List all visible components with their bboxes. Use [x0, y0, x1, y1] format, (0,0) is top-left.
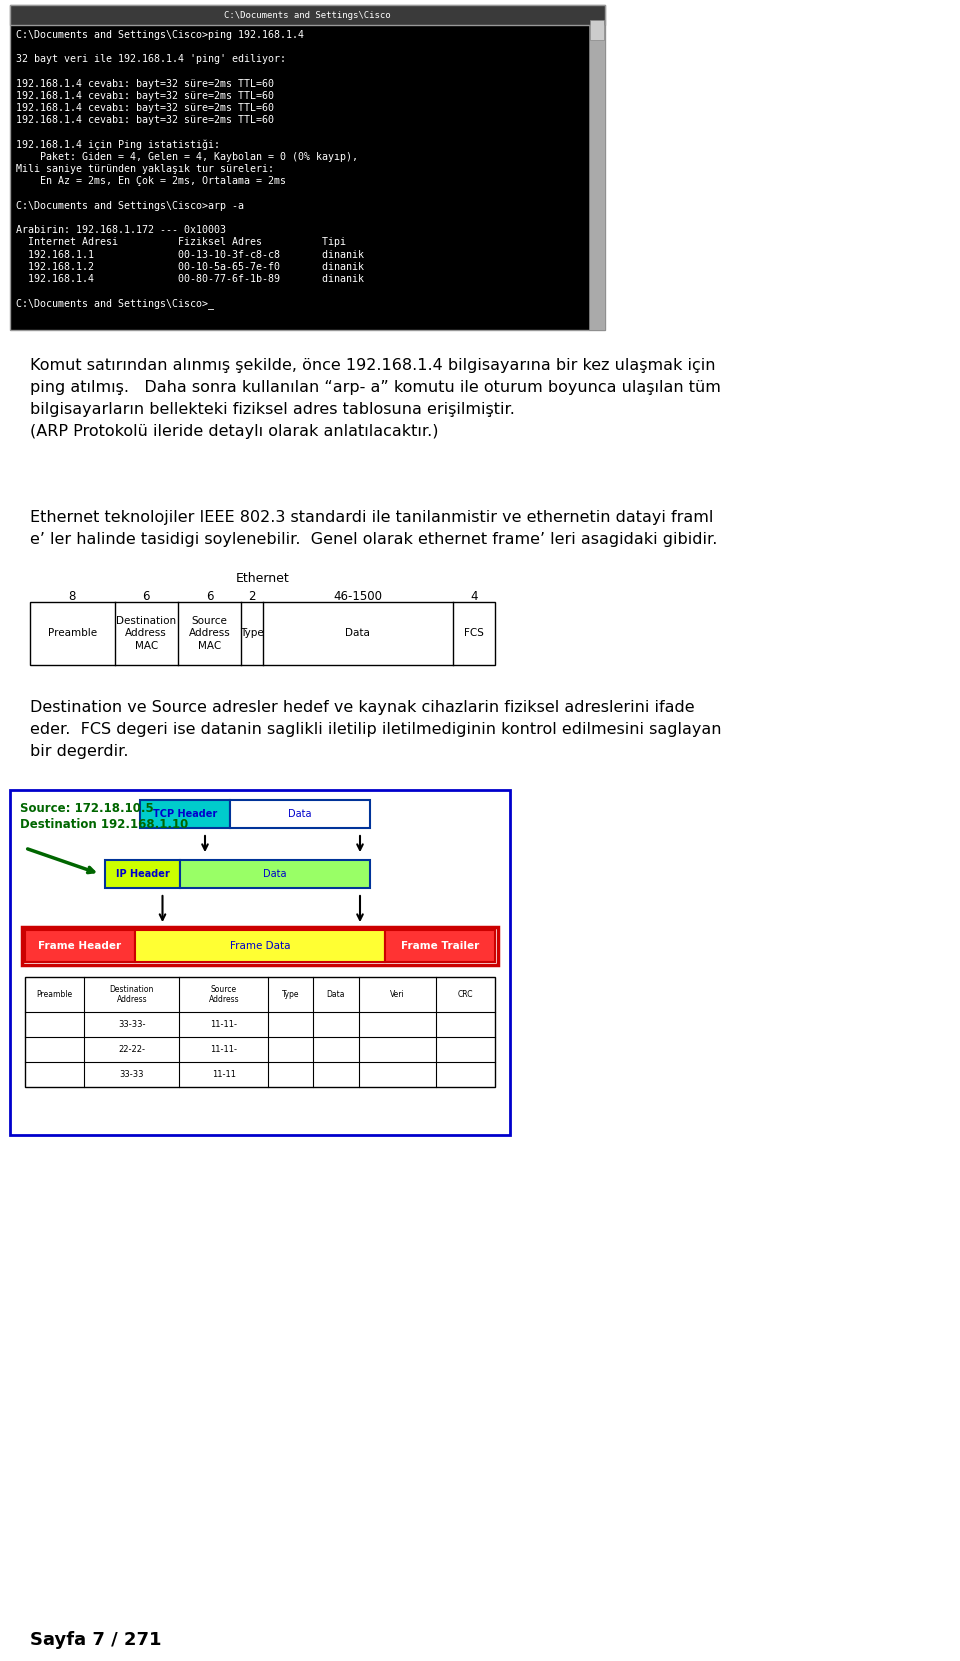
- Text: 46-1500: 46-1500: [333, 590, 382, 603]
- Text: Sayfa 7 / 271: Sayfa 7 / 271: [30, 1631, 161, 1649]
- Text: Veri: Veri: [390, 990, 404, 998]
- Text: Frame Trailer: Frame Trailer: [401, 942, 479, 952]
- Text: ping atılmış.   Daha sonra kullanılan “arp- a” komutu ile oturum boyunca ulaşıla: ping atılmış. Daha sonra kullanılan “arp…: [30, 380, 721, 395]
- Text: 8: 8: [68, 590, 76, 603]
- Text: 192.168.1.4 için Ping istatistiği:: 192.168.1.4 için Ping istatistiği:: [16, 140, 220, 149]
- Text: 11-11-: 11-11-: [210, 1020, 237, 1030]
- Bar: [230, 801, 370, 827]
- Text: CRC: CRC: [458, 990, 473, 998]
- Text: Paket: Giden = 4, Gelen = 4, Kaybolan = 0 (0% kayıp),: Paket: Giden = 4, Gelen = 4, Kaybolan = …: [16, 153, 358, 163]
- Bar: [590, 20, 604, 40]
- Bar: [30, 601, 495, 664]
- Bar: [25, 930, 135, 962]
- Bar: [10, 5, 605, 25]
- Text: Frame Data: Frame Data: [229, 942, 290, 952]
- Text: TCP Header: TCP Header: [153, 809, 217, 819]
- Text: 192.168.1.4 cevabı: bayt=32 süre=2ms TTL=60: 192.168.1.4 cevabı: bayt=32 süre=2ms TTL…: [16, 78, 274, 88]
- Text: Source
Address
MAC: Source Address MAC: [189, 616, 230, 651]
- Text: (ARP Protokolü ileride detaylı olarak anlatılacaktır.): (ARP Protokolü ileride detaylı olarak an…: [30, 424, 439, 439]
- Text: Internet Adresi          Fiziksel Adres          Tipi: Internet Adresi Fiziksel Adres Tipi: [16, 238, 346, 247]
- Text: Data: Data: [263, 869, 287, 879]
- Text: bir degerdir.: bir degerdir.: [30, 744, 129, 759]
- Text: Type: Type: [282, 990, 300, 998]
- Text: FCS: FCS: [464, 628, 484, 638]
- Text: Data: Data: [346, 628, 370, 638]
- Text: 192.168.1.4 cevabı: bayt=32 süre=2ms TTL=60: 192.168.1.4 cevabı: bayt=32 süre=2ms TTL…: [16, 91, 274, 101]
- Text: 33-33-: 33-33-: [118, 1020, 146, 1030]
- Text: Frame Header: Frame Header: [38, 942, 122, 952]
- Bar: [10, 5, 605, 331]
- Text: 192.168.1.4 cevabı: bayt=32 süre=2ms TTL=60: 192.168.1.4 cevabı: bayt=32 süre=2ms TTL…: [16, 103, 274, 113]
- Bar: [105, 860, 180, 889]
- Text: 4: 4: [470, 590, 478, 603]
- Bar: [22, 927, 498, 965]
- Text: 6: 6: [142, 590, 150, 603]
- Text: En Az = 2ms, En Çok = 2ms, Ortalama = 2ms: En Az = 2ms, En Çok = 2ms, Ortalama = 2m…: [16, 176, 286, 186]
- Text: C:\Documents and Settings\Cisco>_: C:\Documents and Settings\Cisco>_: [16, 297, 214, 309]
- Text: 32 bayt veri ile 192.168.1.4 'ping' ediliyor:: 32 bayt veri ile 192.168.1.4 'ping' edil…: [16, 55, 286, 65]
- Text: 22-22-: 22-22-: [118, 1045, 145, 1055]
- Text: Type: Type: [240, 628, 264, 638]
- Text: e’ ler halinde tasidigi soylenebilir.  Genel olarak ethernet frame’ leri asagida: e’ ler halinde tasidigi soylenebilir. Ge…: [30, 532, 717, 546]
- Bar: [140, 801, 230, 827]
- Text: Komut satırından alınmış şekilde, önce 192.168.1.4 bilgisayarına bir kez ulaşmak: Komut satırından alınmış şekilde, önce 1…: [30, 359, 715, 374]
- Text: 11-11: 11-11: [212, 1070, 236, 1080]
- Text: Data: Data: [326, 990, 346, 998]
- Bar: [385, 930, 495, 962]
- Text: bilgisayarların bellekteki fiziksel adres tablosuna erişilmiştir.: bilgisayarların bellekteki fiziksel adre…: [30, 402, 515, 417]
- Bar: [589, 25, 605, 331]
- Text: 192.168.1.1              00-13-10-3f-c8-c8       dinanik: 192.168.1.1 00-13-10-3f-c8-c8 dinanik: [16, 249, 364, 259]
- Text: 192.168.1.4              00-80-77-6f-1b-89       dinanik: 192.168.1.4 00-80-77-6f-1b-89 dinanik: [16, 274, 364, 284]
- Text: C:\Documents and Settings\Cisco>arp -a: C:\Documents and Settings\Cisco>arp -a: [16, 201, 244, 211]
- Text: 33-33: 33-33: [120, 1070, 144, 1080]
- Bar: [135, 930, 385, 962]
- Text: C:\Documents and Settings\Cisco>ping 192.168.1.4: C:\Documents and Settings\Cisco>ping 192…: [16, 30, 304, 40]
- Text: eder.  FCS degeri ise datanin saglikli iletilip iletilmediginin kontrol edilmesi: eder. FCS degeri ise datanin saglikli il…: [30, 723, 722, 737]
- Text: Source
Address: Source Address: [208, 985, 239, 1005]
- Text: Ethernet teknolojiler IEEE 802.3 standardi ile tanilanmistir ve ethernetin datay: Ethernet teknolojiler IEEE 802.3 standar…: [30, 510, 713, 525]
- Bar: [25, 977, 495, 1086]
- Text: Preamble: Preamble: [48, 628, 97, 638]
- Text: 11-11-: 11-11-: [210, 1045, 237, 1055]
- Text: Ethernet: Ethernet: [235, 571, 289, 585]
- Text: Mili saniye türünden yaklaşık tur süreleri:: Mili saniye türünden yaklaşık tur sürele…: [16, 164, 274, 174]
- Text: Preamble: Preamble: [36, 990, 73, 998]
- Text: Destination
Address
MAC: Destination Address MAC: [116, 616, 177, 651]
- Text: IP Header: IP Header: [115, 869, 169, 879]
- Text: 192.168.1.4 cevabı: bayt=32 süre=2ms TTL=60: 192.168.1.4 cevabı: bayt=32 süre=2ms TTL…: [16, 115, 274, 125]
- Text: Destination
Address: Destination Address: [109, 985, 154, 1005]
- Text: 2: 2: [249, 590, 255, 603]
- Text: C:\Documents and Settings\Cisco: C:\Documents and Settings\Cisco: [225, 10, 391, 20]
- Text: 6: 6: [205, 590, 213, 603]
- Text: Data: Data: [288, 809, 312, 819]
- Bar: [10, 791, 510, 1134]
- Text: 192.168.1.2              00-10-5a-65-7e-f0       dinanik: 192.168.1.2 00-10-5a-65-7e-f0 dinanik: [16, 262, 364, 272]
- Text: Destination ve Source adresler hedef ve kaynak cihazlarin fiziksel adreslerini i: Destination ve Source adresler hedef ve …: [30, 699, 695, 714]
- Text: Arabirin: 192.168.1.172 --- 0x10003: Arabirin: 192.168.1.172 --- 0x10003: [16, 226, 226, 236]
- Bar: [180, 860, 370, 889]
- Text: Source: 172.18.10.5: Source: 172.18.10.5: [20, 802, 154, 814]
- Text: Destination 192.168.1.10: Destination 192.168.1.10: [20, 817, 188, 830]
